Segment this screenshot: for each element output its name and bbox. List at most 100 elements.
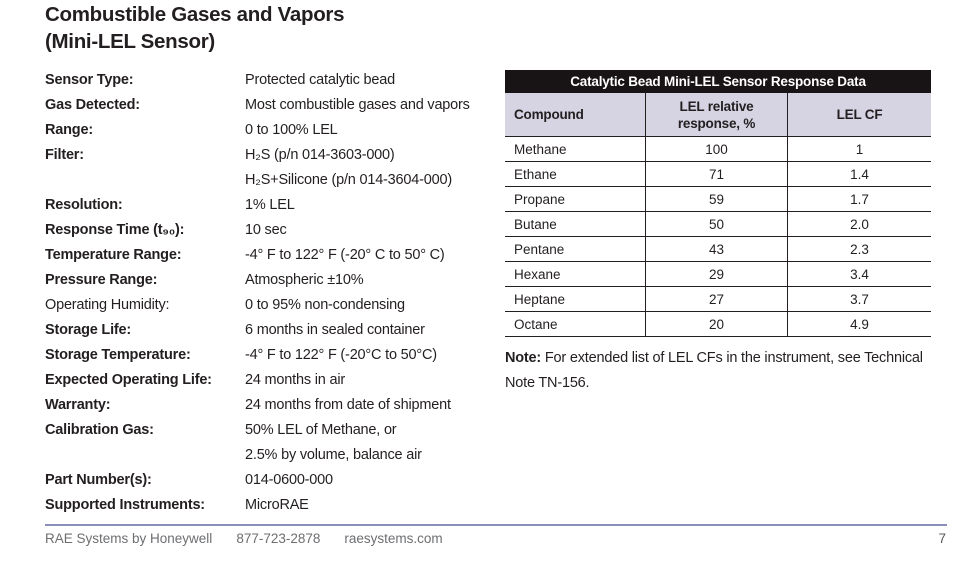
- spec-label: Expected Operating Life:: [45, 372, 212, 388]
- spec-label: Range:: [45, 122, 93, 138]
- spec-label: Storage Temperature:: [45, 347, 191, 363]
- spec-row: Supported Instruments: MicroRAE: [45, 493, 497, 518]
- spec-label: Gas Detected:: [45, 97, 140, 113]
- table-row: Methane 100 1: [505, 137, 931, 162]
- footer-website-link[interactable]: raesystems.com: [344, 531, 443, 546]
- spec-value-line: 014-0600-000: [245, 472, 333, 488]
- cell-lel-relative-response: 100: [645, 137, 788, 161]
- spec-value-line: Most combustible gases and vapors: [245, 97, 470, 113]
- cell-compound: Propane: [514, 191, 566, 207]
- spec-value: 1% LEL: [245, 193, 497, 218]
- spec-value-line: -4° F to 122° F (-20°C to 50°C): [245, 347, 437, 363]
- cell-lel-relative-response: 27: [645, 287, 788, 311]
- cell-lel-relative-response: 71: [645, 162, 788, 186]
- spec-value: MicroRAE: [245, 493, 497, 518]
- cell-lel-cf: 1.4: [850, 166, 869, 182]
- table-row: Butane 50 2.0: [505, 212, 931, 237]
- sensor-response-table: Catalytic Bead Mini-LEL Sensor Response …: [505, 70, 931, 337]
- cell-lel-relative-response: 29: [645, 262, 788, 286]
- cell-lel-cf: 4.9: [850, 316, 869, 332]
- cell-compound: Heptane: [514, 291, 566, 307]
- spec-label: Part Number(s):: [45, 472, 152, 488]
- cell-lel-relative-response: 20: [645, 312, 788, 336]
- spec-value: 6 months in sealed container: [245, 318, 497, 343]
- table-title-bar: Catalytic Bead Mini-LEL Sensor Response …: [505, 70, 931, 93]
- spec-value: 50% LEL of Methane, or 2.5% by volume, ba…: [245, 418, 497, 468]
- spec-value: Protected catalytic bead: [245, 68, 497, 93]
- page-title-line-1: Combustible Gases and Vapors: [45, 3, 345, 26]
- page-title-line-2: (Mini-LEL Sensor): [45, 30, 215, 53]
- sensor-table-body: Methane 100 1 Ethane 71 1.4 Propane 59 1.7 Butane…: [505, 137, 931, 337]
- spec-row: Calibration Gas: 50% LEL of Methane, or 2.…: [45, 418, 497, 468]
- spec-value-line: H₂S+Silicone (p/n 014-3604-000): [245, 172, 452, 188]
- cell-lel-cf: 1: [855, 141, 864, 157]
- footer-divider: [45, 524, 947, 526]
- spec-label: Filter:: [45, 147, 84, 163]
- cell-compound: Hexane: [514, 266, 561, 282]
- cell-compound: Methane: [514, 141, 567, 157]
- spec-value: 014-0600-000: [245, 468, 497, 493]
- table-note: Note: For extended list of LEL CFs in th…: [505, 346, 939, 396]
- spec-row: Storage Temperature: -4° F to 122° F (-20…: [45, 343, 497, 368]
- spec-value-line: Atmospheric ±10%: [245, 272, 364, 288]
- spec-value-line: 24 months in air: [245, 372, 345, 388]
- spec-row: Resolution: 1% LEL: [45, 193, 497, 218]
- cell-lel-cf: 1.7: [850, 191, 869, 207]
- table-header-row: Compound LEL relative response, % LEL CF: [505, 93, 931, 137]
- spec-value: 0 to 95% non-condensing: [245, 293, 497, 318]
- footer: RAE Systems by Honeywell 877-723-2878 ra…: [45, 530, 443, 548]
- note-label: Note:: [505, 350, 542, 366]
- cell-compound: Butane: [514, 216, 557, 232]
- page-title: Combustible Gases and Vapors (Mini-LEL S…: [45, 1, 345, 55]
- column-header-lel-relative-response: LEL relative response, %: [645, 93, 788, 136]
- spec-row: Pressure Range: Atmospheric ±10%: [45, 268, 497, 293]
- spec-row: Part Number(s): 014-0600-000: [45, 468, 497, 493]
- table-row: Pentane 43 2.3: [505, 237, 931, 262]
- cell-lel-cf: 2.3: [850, 241, 869, 257]
- spec-row: Sensor Type: Protected catalytic bead: [45, 68, 497, 93]
- spec-row: Response Time (t₉₀): 10 sec: [45, 218, 497, 243]
- cell-compound: Pentane: [514, 241, 565, 257]
- spec-value: 0 to 100% LEL: [245, 118, 497, 143]
- cell-compound: Ethane: [514, 166, 557, 182]
- spec-label: Resolution:: [45, 197, 123, 213]
- spec-value-line: 24 months from date of shipment: [245, 397, 451, 413]
- spec-row: Operating Humidity: 0 to 95% non-condensi…: [45, 293, 497, 318]
- note-text: For extended list of LEL CFs in the inst…: [505, 350, 923, 391]
- footer-phone: 877-723-2878: [236, 531, 321, 546]
- spec-value-line: 50% LEL of Methane, or: [245, 422, 397, 438]
- spec-value-line: 10 sec: [245, 222, 287, 238]
- spec-label: Response Time (t₉₀):: [45, 222, 185, 238]
- table-row: Ethane 71 1.4: [505, 162, 931, 187]
- spec-row: Expected Operating Life: 24 months in air: [45, 368, 497, 393]
- cell-compound: Octane: [514, 316, 558, 332]
- column-header-compound: Compound: [514, 107, 584, 122]
- spec-value-line: 6 months in sealed container: [245, 322, 425, 338]
- spec-row: Storage Life: 6 months in sealed containe…: [45, 318, 497, 343]
- spec-label: Operating Humidity:: [45, 297, 170, 313]
- cell-lel-cf: 2.0: [850, 216, 869, 232]
- spec-label: Pressure Range:: [45, 272, 158, 288]
- spec-row: Temperature Range: -4° F to 122° F (-20° …: [45, 243, 497, 268]
- spec-label: Supported Instruments:: [45, 497, 205, 513]
- spec-value: 24 months in air: [245, 368, 497, 393]
- table-row: Propane 59 1.7: [505, 187, 931, 212]
- spec-label: Storage Life:: [45, 322, 132, 338]
- spec-row: Gas Detected: Most combustible gases and …: [45, 93, 497, 118]
- spec-value-line: 2.5% by volume, balance air: [245, 447, 422, 463]
- spec-list: Sensor Type: Protected catalytic bead Gas …: [45, 68, 497, 518]
- cell-lel-relative-response: 59: [645, 187, 788, 211]
- spec-value: -4° F to 122° F (-20° C to 50° C): [245, 243, 497, 268]
- spec-value: Most combustible gases and vapors: [245, 93, 497, 118]
- spec-label: Calibration Gas:: [45, 422, 154, 438]
- spec-value: 24 months from date of shipment: [245, 393, 497, 418]
- page-number: 7: [938, 531, 946, 546]
- spec-row: Warranty: 24 months from date of shipment: [45, 393, 497, 418]
- column-header-lel-cf: LEL CF: [836, 107, 883, 122]
- cell-lel-cf: 3.4: [850, 266, 869, 282]
- table-title: Catalytic Bead Mini-LEL Sensor Response …: [570, 74, 866, 89]
- spec-label: Sensor Type:: [45, 72, 134, 88]
- spec-value-line: Protected catalytic bead: [245, 72, 395, 88]
- spec-label: Warranty:: [45, 397, 111, 413]
- spec-label: Temperature Range:: [45, 247, 182, 263]
